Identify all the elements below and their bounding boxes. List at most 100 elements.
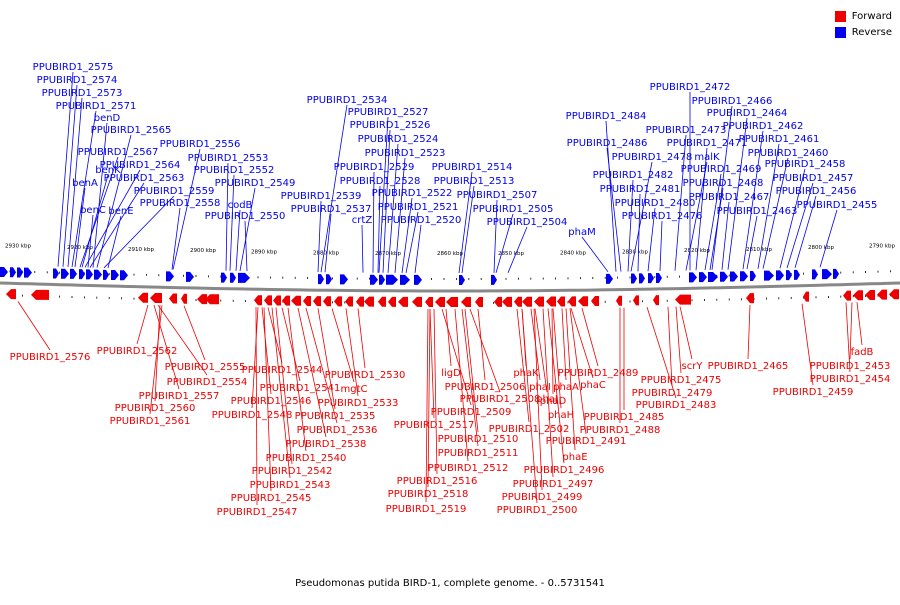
forward-gene-label: PPUBIRD1_2554	[167, 377, 248, 388]
forward-gene-label: phaE	[562, 452, 587, 463]
reverse-gene-label: PPUBIRD1_2458	[765, 159, 846, 170]
forward-gene-label: PPUBIRD1_2517	[394, 420, 475, 431]
forward-gene-arrow	[313, 296, 321, 307]
reverse-gene-arrow	[111, 270, 119, 281]
kbp-tick-label: 2920 kbp	[67, 245, 93, 251]
reverse-gene-arrow	[764, 270, 774, 281]
forward-gene-label: phaJ	[536, 394, 558, 405]
forward-leader-line	[454, 308, 469, 462]
forward-gene-label: PPUBIRD1_2465	[708, 361, 789, 372]
forward-gene-label: PPUBIRD1_2500	[497, 505, 578, 516]
reverse-gene-arrow	[17, 267, 23, 278]
forward-leader-line	[153, 304, 180, 390]
forward-gene-arrow	[853, 290, 863, 301]
reverse-leader-line	[92, 122, 108, 268]
reverse-gene-arrow	[689, 272, 697, 283]
forward-gene-arrow	[502, 296, 512, 307]
forward-leader-line	[856, 302, 863, 346]
reverse-gene-label: malK	[694, 152, 720, 163]
reverse-leader-line	[244, 220, 248, 272]
forward-gene-label: PPUBIRD1_2555	[165, 362, 246, 373]
reverse-leader-line	[382, 129, 391, 273]
reverse-leader-line	[458, 171, 473, 274]
forward-gene-label: PPUBIRD1_2475	[641, 375, 722, 386]
forward-gene-arrow	[633, 295, 639, 306]
reverse-leader-line	[96, 134, 132, 268]
forward-leader-line	[849, 302, 853, 360]
forward-leader-line	[331, 308, 355, 383]
reverse-gene-arrow	[230, 272, 236, 283]
forward-leader-line	[516, 308, 530, 423]
legend: Forward Reverse	[834, 8, 892, 40]
reverse-gene-label: PPUBIRD1_2571	[56, 101, 137, 112]
reverse-leader-line	[74, 187, 86, 268]
forward-color-swatch	[834, 10, 846, 22]
forward-gene-label: PPUBIRD1_2479	[632, 388, 713, 399]
reverse-gene-arrow	[656, 273, 662, 284]
forward-gene-label: PPUBIRD1_2518	[388, 489, 469, 500]
reverse-gene-label: crtZ	[352, 215, 373, 226]
reverse-leader-line	[87, 214, 94, 268]
reverse-gene-label: PPUBIRD1_2550	[205, 211, 286, 222]
forward-leader-line	[427, 308, 431, 488]
forward-gene-label: phaK	[513, 368, 539, 379]
reverse-gene-arrow	[631, 273, 637, 284]
reverse-gene-arrow	[370, 274, 378, 285]
reverse-gene-label: PPUBIRD1_2558	[140, 198, 221, 209]
forward-leader-line	[461, 308, 479, 447]
reverse-gene-arrow	[708, 271, 718, 282]
forward-leader-line	[287, 307, 307, 452]
reverse-leader-line	[239, 187, 256, 272]
reverse-gene-label: PPUBIRD1_2564	[100, 160, 181, 171]
reverse-leader-line	[461, 185, 475, 274]
forward-gene-arrow	[205, 294, 219, 305]
forward-gene-arrow	[356, 296, 364, 307]
reverse-gene-label: PPUBIRD1_2463	[717, 206, 798, 217]
forward-gene-arrow	[181, 293, 187, 304]
reverse-leader-line	[67, 97, 83, 267]
reverse-gene-arrow	[53, 268, 59, 279]
forward-gene-arrow	[568, 296, 576, 307]
forward-gene-label: PPUBIRD1_2545	[231, 493, 312, 504]
forward-gene-label: PPUBIRD1_2541	[260, 383, 341, 394]
forward-leader-line	[570, 308, 594, 379]
kbp-tick-label: 2880 kbp	[313, 250, 339, 256]
forward-gene-label: ligD	[441, 368, 461, 379]
legend-item-reverse: Reverse	[834, 24, 892, 40]
forward-gene-label: PPUBIRD1_2499	[502, 492, 583, 503]
reverse-leader-line	[235, 209, 241, 271]
forward-leader-line	[569, 308, 587, 435]
reverse-gene-label: PPUBIRD1_2529	[334, 162, 415, 173]
reverse-gene-arrow	[400, 274, 410, 285]
forward-gene-arrow	[889, 289, 899, 300]
reverse-leader-line	[786, 182, 814, 269]
reverse-leader-line	[727, 117, 748, 270]
reverse-leader-line	[405, 211, 419, 273]
forward-gene-label: PPUBIRD1_2497	[513, 479, 594, 490]
reverse-gene-arrow	[750, 271, 756, 281]
forward-gene-label: PPUBIRD1_2557	[139, 391, 220, 402]
forward-gene-arrow	[557, 296, 565, 307]
forward-gene-label: phaI	[529, 382, 551, 393]
forward-gene-label: PPUBIRD1_2542	[252, 466, 333, 477]
reverse-gene-label: PPUBIRD1_2456	[776, 186, 857, 197]
reverse-gene-arrow	[776, 270, 784, 281]
forward-gene-label: PPUBIRD1_2548	[212, 410, 293, 421]
reverse-gene-label: PPUBIRD1_2480	[615, 198, 696, 209]
reverse-gene-arrow	[186, 271, 194, 282]
forward-gene-arrow	[378, 296, 386, 307]
forward-gene-arrow	[303, 295, 311, 306]
forward-gene-arrow	[877, 289, 887, 300]
forward-gene-label: PPUBIRD1_2560	[115, 403, 196, 414]
forward-gene-label: fadB	[851, 347, 874, 358]
forward-gene-label: PPUBIRD1_2485	[584, 412, 665, 423]
reverse-leader-line	[89, 182, 145, 268]
forward-gene-arrow	[653, 295, 659, 306]
forward-gene-label: PPUBIRD1_2454	[810, 374, 891, 385]
forward-gene-arrow	[616, 295, 622, 306]
reverse-gene-arrow	[648, 273, 654, 284]
reverse-gene-label: PPUBIRD1_2486	[567, 138, 648, 149]
forward-leader-line	[469, 308, 501, 393]
reverse-leader-line	[794, 195, 817, 268]
